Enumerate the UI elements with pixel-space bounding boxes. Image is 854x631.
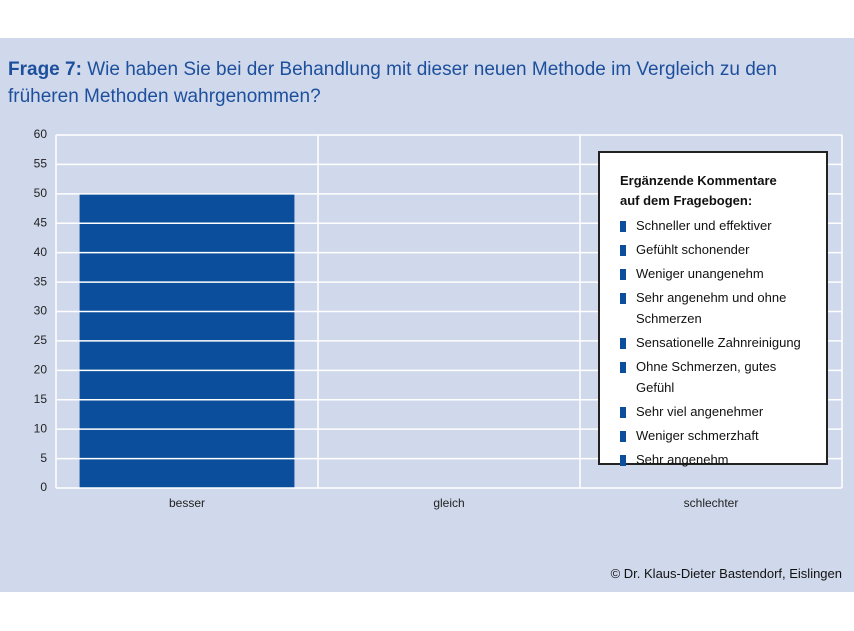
y-tick-label: 35 [34,274,48,288]
comments-list: Schneller und effektiver Gefühlt schonend… [620,215,816,470]
y-tick-label: 55 [34,157,48,171]
comment-text: Sehr angenehm [636,452,729,467]
comment-text: Sehr angenehm und ohne Schmerzen [636,290,787,326]
y-tick-label: 30 [34,304,48,318]
y-tick-label: 50 [34,186,48,200]
bullet [620,455,626,466]
comment-item: Sehr angenehm [620,449,816,470]
y-tick-label: 60 [34,127,48,141]
comment-item: Gefühlt schonender [620,239,816,260]
title-text: Wie haben Sie bei der Behandlung mit die… [8,59,777,107]
bullet [620,407,626,418]
comments-heading: Ergänzende Kommentare [620,173,777,188]
comment-item: Weniger schmerzhaft [620,425,816,446]
comment-text: Weniger unangenehm [636,266,764,281]
comment-text: Weniger schmerzhaft [636,428,759,443]
bullet [620,221,626,232]
comments-heading: auf dem Fragebogen: [620,193,753,208]
comment-item: Sensationelle Zahnreinigung [620,332,816,353]
comment-text: Gefühlt schonender [636,242,750,257]
title-prefix: Frage 7: [8,59,82,80]
y-tick-label: 25 [34,333,48,347]
comment-item: Sehr angenehm und ohne Schmerzen [620,287,816,329]
bullet [620,293,626,304]
chart-title: Frage 7: Wie haben Sie bei der Behandlun… [8,56,808,110]
comment-item: Weniger unangenehm [620,263,816,284]
credit: © Dr. Klaus-Dieter Bastendorf, Eislingen [610,566,842,581]
comment-item: Sehr viel angenehmer [620,401,816,422]
y-tick-label: 40 [34,245,48,259]
bullet [620,338,626,349]
y-tick-label: 20 [34,363,48,377]
x-tick-label: besser [169,496,205,510]
x-tick-label: schlechter [684,496,739,510]
comment-text: Sensationelle Zahnreinigung [636,335,801,350]
bullet [620,245,626,256]
y-tick-label: 45 [34,215,48,229]
y-tick-label: 5 [40,451,47,465]
y-tick-label: 15 [34,392,48,406]
bullet [620,269,626,280]
comment-text: Ohne Schmerzen, gutes Gefühl [636,359,777,395]
x-tick-label: gleich [433,496,464,510]
y-tick-label: 10 [34,421,48,435]
y-tick-label: 0 [40,480,47,494]
comment-text: Sehr viel angenehmer [636,404,764,419]
comment-item: Ohne Schmerzen, gutes Gefühl [620,356,816,398]
bullet [620,362,626,373]
bullet [620,431,626,442]
comments-box: Ergänzende Kommentare auf dem Fragebogen… [598,151,828,467]
comment-item: Schneller und effektiver [620,215,816,236]
comment-text: Schneller und effektiver [636,218,772,233]
